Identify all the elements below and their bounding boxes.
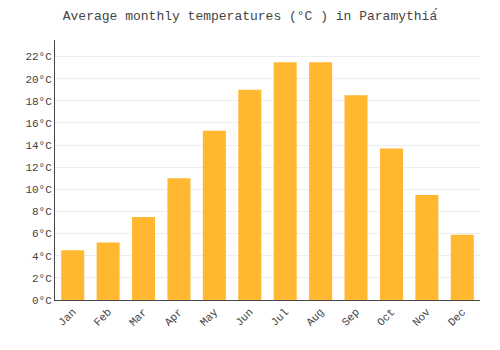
svg-text:Jun: Jun	[233, 306, 255, 328]
svg-text:20°C: 20°C	[25, 74, 52, 86]
svg-text:Feb: Feb	[92, 306, 114, 328]
svg-text:22°C: 22°C	[25, 51, 52, 63]
svg-text:10°C: 10°C	[25, 184, 52, 196]
svg-text:Dec: Dec	[446, 306, 468, 328]
svg-text:16°C: 16°C	[25, 118, 52, 130]
svg-text:Sep: Sep	[340, 306, 362, 328]
svg-text:Nov: Nov	[410, 306, 433, 329]
svg-text:Jul: Jul	[269, 306, 291, 328]
svg-text:Mar: Mar	[127, 306, 149, 328]
svg-text:May: May	[198, 306, 221, 329]
svg-text:Aug: Aug	[304, 306, 326, 328]
svg-text:Jan: Jan	[56, 306, 78, 328]
svg-text:0°C: 0°C	[32, 295, 52, 307]
svg-text:18°C: 18°C	[25, 96, 52, 108]
svg-text:4°C: 4°C	[32, 251, 52, 263]
svg-text:8°C: 8°C	[32, 206, 52, 218]
svg-text:14°C: 14°C	[25, 140, 52, 152]
svg-text:6°C: 6°C	[32, 228, 52, 240]
svg-text:Apr: Apr	[162, 306, 184, 328]
svg-text:Oct: Oct	[375, 306, 397, 328]
svg-text:Average monthly temperatures (: Average monthly temperatures (°C ) in Pa…	[63, 8, 438, 24]
svg-text:2°C: 2°C	[32, 273, 52, 285]
svg-text:12°C: 12°C	[25, 162, 52, 174]
